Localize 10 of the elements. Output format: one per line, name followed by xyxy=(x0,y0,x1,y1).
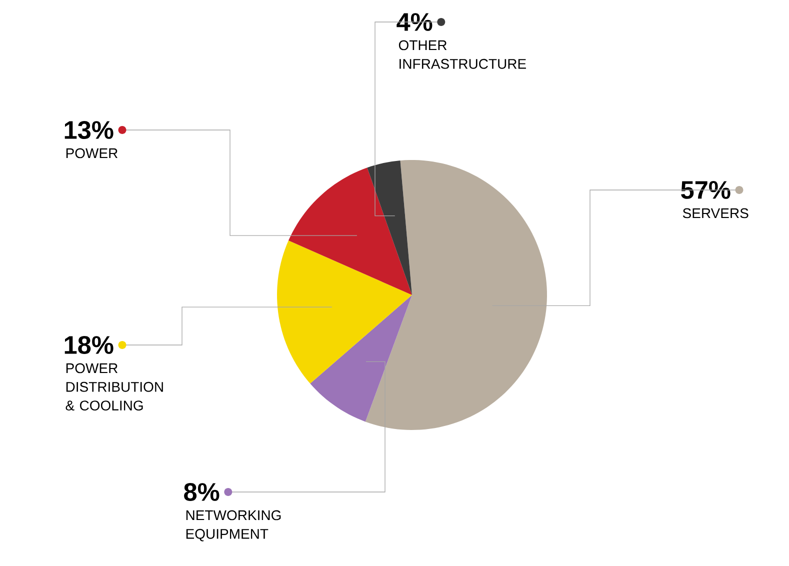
legend-label: NETWORKING EQUIPMENT xyxy=(186,510,281,542)
legend-label: OTHER INFRASTRUCTURE xyxy=(398,40,526,69)
data-label: 4% xyxy=(396,13,432,31)
legend-label: SERVERS xyxy=(682,208,748,218)
legend-label: POWER DISTRIBUTION & COOLING xyxy=(66,363,163,411)
data-label: 8% xyxy=(184,483,220,501)
legend-label: POWER xyxy=(66,148,118,158)
data-label: 18% xyxy=(64,336,114,354)
data-label: 13% xyxy=(64,121,114,139)
data-label: 57% xyxy=(681,181,730,199)
